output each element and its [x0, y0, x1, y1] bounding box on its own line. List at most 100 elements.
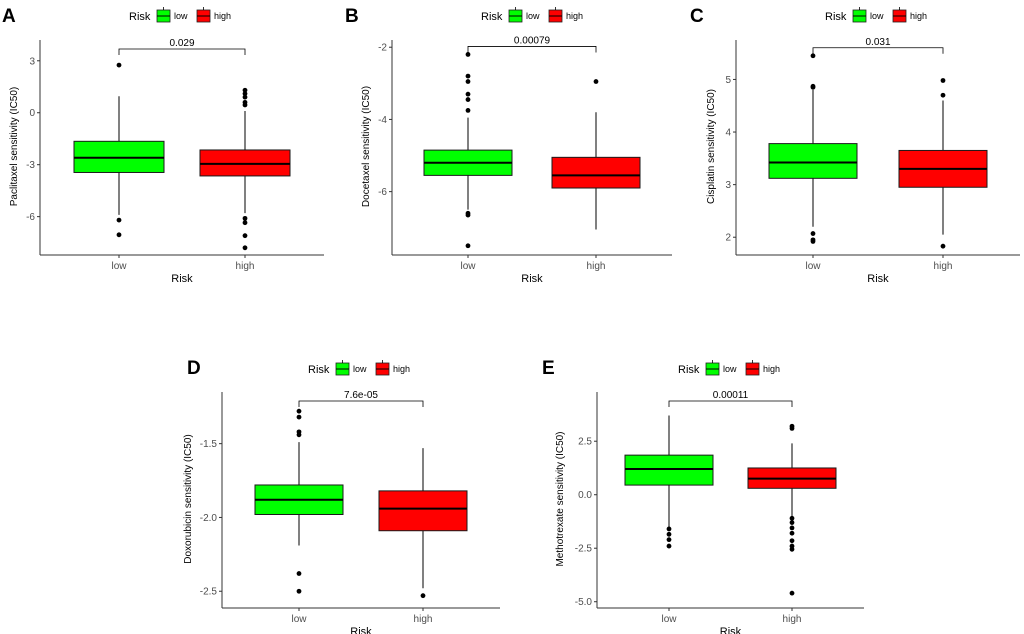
box-high [898, 78, 988, 249]
outlier-point [666, 531, 672, 537]
outlier-point [116, 62, 122, 68]
x-axis-title: Risk [350, 626, 372, 634]
legend-title: Risk [825, 11, 847, 23]
outlier-point [789, 520, 795, 525]
box-low [254, 408, 344, 594]
panel-c: C Risk low high 2 3 4 5 low high Risk Cisplatin sen… [690, 6, 1020, 285]
legend-label-high: high [763, 364, 780, 374]
outlier-point [465, 243, 471, 249]
outlier-point [116, 217, 122, 223]
outlier-point [666, 543, 672, 549]
y-tick-label: -2.5 [575, 544, 593, 555]
legend-label-low: low [174, 11, 188, 21]
y-axis-title: Docetaxel sensitivity (IC50) [361, 86, 372, 207]
y-tick-label: -6 [26, 212, 35, 223]
box-low [73, 62, 165, 238]
significance-bracket: 0.031 [812, 37, 944, 54]
y-axis-title: Cisplatin sensitivity (IC50) [706, 89, 717, 204]
legend: Risk low high [129, 7, 231, 23]
outlier-point [789, 515, 795, 521]
y-tick-label: 0 [29, 108, 35, 119]
box-high [378, 448, 468, 599]
y-tick-label: 3 [725, 180, 731, 191]
p-value-label: 0.029 [169, 38, 194, 49]
outlier-point [465, 97, 471, 102]
p-value-label: 0.031 [865, 37, 890, 48]
outlier-point [242, 215, 248, 221]
x-axis-title: Risk [720, 626, 742, 634]
y-tick-label: 2.5 [578, 437, 592, 448]
outlier-point [242, 87, 248, 93]
outlier-point [116, 232, 122, 238]
outlier-point [789, 425, 795, 431]
legend-title: Risk [678, 364, 700, 376]
y-tick-label: 0.0 [578, 490, 592, 501]
x-tick-label-low: low [460, 261, 476, 272]
outlier-point [810, 231, 816, 236]
bracket-line [298, 400, 424, 407]
outlier-point [940, 78, 946, 83]
outlier-point [789, 590, 795, 596]
legend-label-low: low [870, 11, 884, 21]
outlier-point [789, 525, 795, 531]
box-high [551, 79, 641, 230]
x-tick-label-high: high [934, 261, 953, 272]
bracket-line [812, 47, 944, 54]
legend: Risk low high [308, 360, 410, 376]
box-low [768, 53, 858, 244]
y-tick-label: -4 [378, 115, 387, 126]
outlier-point [666, 537, 672, 543]
x-tick-label-high: high [587, 261, 606, 272]
outlier-point [465, 73, 471, 79]
legend-label-low: low [723, 364, 737, 374]
y-axis-title: Doxorubicin sensitivity (IC50) [183, 434, 194, 564]
x-tick-label-high: high [236, 261, 255, 272]
y-tick-label: 3 [29, 56, 35, 67]
y-tick-label: -6 [378, 187, 387, 198]
outlier-point [296, 408, 302, 414]
bracket-line [467, 46, 597, 53]
x-axis-title: Risk [171, 273, 193, 285]
outlier-point [465, 212, 471, 218]
significance-bracket: 0.029 [118, 38, 246, 55]
legend: Risk low high [678, 360, 780, 376]
bracket-line [668, 400, 793, 407]
y-tick-label: -2 [378, 43, 387, 54]
outlier-point [789, 538, 795, 544]
x-tick-label-high: high [783, 614, 802, 625]
outlier-point [242, 102, 248, 108]
p-value-label: 0.00079 [514, 35, 551, 46]
legend-label-low: low [353, 364, 367, 374]
outlier-point [810, 239, 816, 244]
box-iqr [378, 490, 468, 532]
box-low [624, 415, 714, 549]
outlier-point [465, 91, 471, 97]
legend: Risk low high [825, 7, 927, 23]
panel-d: D Risk low high -2.5 -2.0 -1.5 low high Risk Doxor… [183, 358, 500, 634]
legend-title: Risk [129, 11, 151, 23]
panel-label: A [2, 6, 16, 27]
panel-label: C [690, 6, 704, 27]
outlier-point [593, 79, 599, 84]
significance-bracket: 0.00079 [467, 35, 597, 53]
box-iqr [768, 143, 858, 179]
x-tick-label-low: low [805, 261, 821, 272]
x-tick-label-low: low [291, 614, 307, 625]
x-tick-label-high: high [414, 614, 433, 625]
outlier-point [810, 84, 816, 90]
outlier-point [296, 588, 302, 594]
outlier-point [789, 530, 795, 536]
outlier-point [940, 243, 946, 249]
panel-a: A Risk low high -6 -3 0 3 low high Risk Paclitaxel … [2, 6, 324, 285]
x-tick-label-low: low [661, 614, 677, 625]
legend: Risk low high [481, 7, 583, 23]
legend-label-low: low [526, 11, 540, 21]
panel-e: E Risk low high -5.0 -2.5 0.0 2.5 low high Risk Met… [542, 358, 864, 634]
outlier-point [465, 52, 471, 57]
y-tick-label: -5.0 [575, 597, 593, 608]
legend-title: Risk [308, 364, 330, 376]
y-tick-label: 4 [725, 128, 731, 139]
x-tick-label-low: low [111, 261, 127, 272]
bracket-line [118, 48, 246, 55]
x-axis-title: Risk [867, 273, 889, 285]
